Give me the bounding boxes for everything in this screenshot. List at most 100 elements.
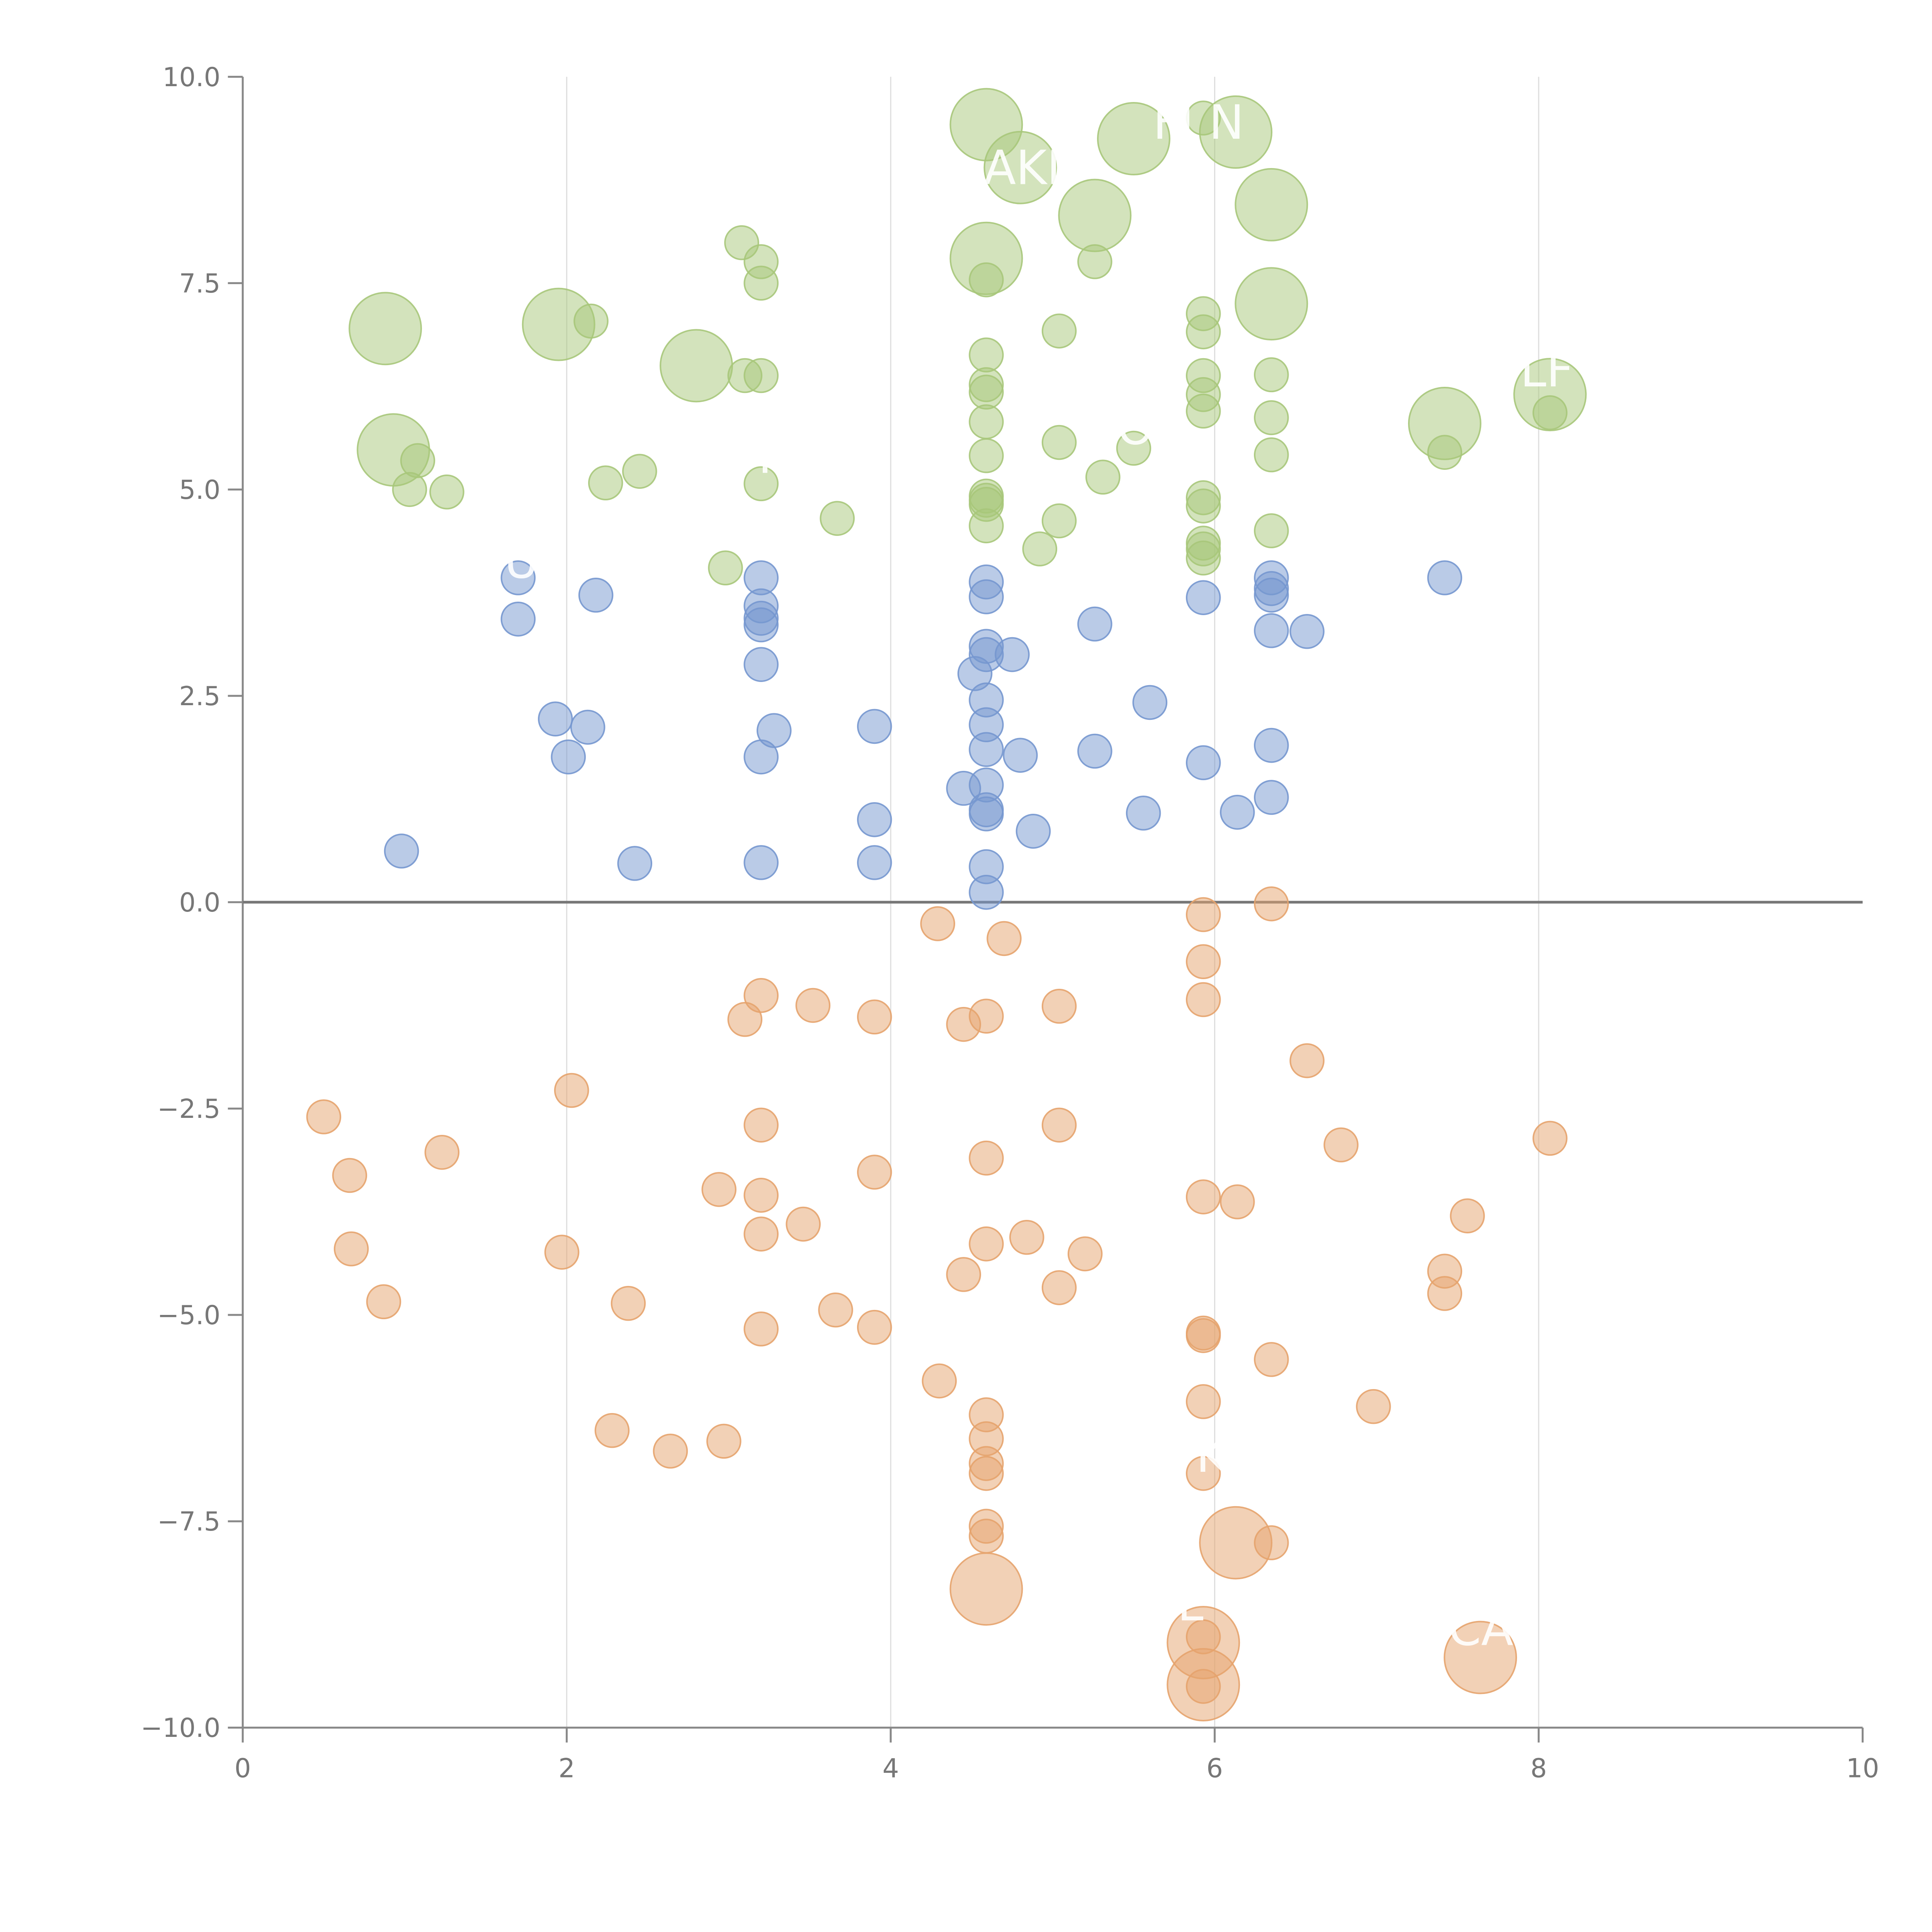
data-point bbox=[617, 846, 653, 881]
data-point bbox=[1185, 944, 1221, 980]
data-point bbox=[1077, 606, 1112, 642]
point-label: LF bbox=[1520, 343, 1573, 398]
data-point bbox=[653, 1434, 688, 1469]
y-tick-label: 0.0 bbox=[179, 888, 220, 918]
data-point bbox=[1041, 313, 1077, 349]
data-point bbox=[946, 770, 981, 806]
data-point bbox=[1009, 1219, 1044, 1255]
x-tick-label: 2 bbox=[558, 1753, 575, 1783]
data-point bbox=[743, 1178, 779, 1213]
y-tick-label: −2.5 bbox=[157, 1094, 220, 1124]
data-point bbox=[1116, 430, 1151, 466]
data-point bbox=[1185, 580, 1221, 615]
data-point bbox=[969, 732, 1004, 767]
data-point bbox=[1254, 1342, 1289, 1377]
data-point bbox=[1450, 1198, 1485, 1233]
data-point bbox=[1126, 795, 1161, 831]
data-point bbox=[969, 579, 1004, 614]
data-point bbox=[743, 1216, 779, 1252]
x-tick-label: 6 bbox=[1206, 1753, 1223, 1783]
data-point bbox=[857, 802, 892, 837]
data-point bbox=[578, 577, 614, 613]
data-point bbox=[500, 601, 536, 637]
data-point bbox=[743, 358, 779, 393]
data-point bbox=[1220, 794, 1255, 830]
y-tick-label: 10.0 bbox=[163, 62, 221, 92]
data-point bbox=[743, 265, 779, 301]
data-point bbox=[1041, 425, 1077, 460]
data-point bbox=[424, 1134, 460, 1170]
data-point bbox=[1185, 393, 1221, 429]
data-point bbox=[588, 465, 623, 501]
data-point bbox=[949, 1552, 1023, 1626]
data-point bbox=[1041, 1270, 1077, 1305]
point-label: ICA bbox=[1434, 1602, 1513, 1656]
data-point bbox=[1356, 1389, 1391, 1424]
data-point bbox=[708, 550, 743, 586]
data-point bbox=[857, 709, 892, 744]
data-point bbox=[1254, 613, 1289, 648]
data-point bbox=[986, 921, 1022, 956]
x-tick-label: 0 bbox=[235, 1753, 251, 1783]
data-point bbox=[857, 999, 892, 1035]
data-point bbox=[857, 1310, 892, 1345]
data-point bbox=[995, 637, 1030, 672]
x-tick-label: 4 bbox=[883, 1753, 899, 1783]
data-point bbox=[1185, 488, 1221, 524]
data-point bbox=[429, 474, 464, 510]
data-point bbox=[1254, 513, 1289, 548]
y-tick-label: 7.5 bbox=[179, 269, 220, 299]
data-point bbox=[1254, 1525, 1289, 1560]
data-point bbox=[1085, 459, 1121, 495]
y-tick-label: −7.5 bbox=[157, 1507, 220, 1537]
data-point bbox=[1132, 685, 1168, 720]
data-point bbox=[1067, 1236, 1103, 1272]
data-point bbox=[922, 1363, 957, 1399]
point-label: FJ N bbox=[1153, 95, 1244, 150]
data-point bbox=[611, 1286, 646, 1321]
data-point bbox=[969, 262, 1004, 298]
point-labels: U AKL FJ N SOL LF PL K ICA L bbox=[504, 95, 1573, 1656]
data-point bbox=[1185, 1456, 1221, 1491]
data-point bbox=[1235, 267, 1308, 341]
data-point bbox=[594, 1413, 630, 1448]
data-point bbox=[969, 1226, 1004, 1262]
data-point bbox=[743, 466, 779, 502]
data-point bbox=[1185, 982, 1221, 1017]
data-point bbox=[306, 1099, 342, 1134]
data-point bbox=[743, 647, 779, 682]
data-point bbox=[366, 1284, 401, 1320]
data-point bbox=[1185, 897, 1221, 932]
data-point bbox=[920, 906, 955, 941]
data-point bbox=[1532, 1121, 1568, 1156]
data-point bbox=[384, 833, 419, 869]
data-point bbox=[1015, 813, 1051, 849]
data-point bbox=[1003, 738, 1038, 773]
data-point bbox=[795, 988, 831, 1023]
data-point bbox=[1185, 1669, 1221, 1704]
data-point bbox=[1185, 1318, 1221, 1353]
data-point bbox=[743, 607, 779, 643]
data-point bbox=[349, 292, 422, 366]
data-point bbox=[1254, 728, 1289, 763]
data-point bbox=[818, 1292, 853, 1328]
data-point bbox=[1254, 577, 1289, 613]
y-tick-label: 2.5 bbox=[179, 681, 220, 711]
data-point bbox=[743, 739, 779, 775]
data-point bbox=[969, 1519, 1004, 1554]
data-point bbox=[969, 796, 1004, 832]
data-point bbox=[1041, 988, 1077, 1024]
data-point bbox=[1427, 435, 1463, 470]
data-point bbox=[983, 131, 1057, 204]
data-point bbox=[400, 443, 435, 478]
data-point bbox=[857, 845, 892, 880]
data-point bbox=[743, 1107, 779, 1143]
data-point bbox=[1444, 1621, 1517, 1694]
data-point bbox=[1077, 244, 1112, 279]
point-label: L bbox=[1177, 1577, 1204, 1631]
data-point bbox=[1022, 531, 1058, 566]
data-point bbox=[392, 472, 427, 507]
data-point bbox=[1254, 437, 1289, 473]
data-point bbox=[1041, 1107, 1077, 1143]
data-point bbox=[969, 374, 1004, 410]
